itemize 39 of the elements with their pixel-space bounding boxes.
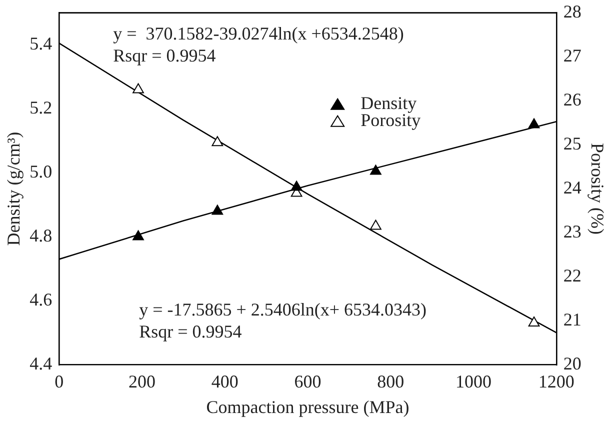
- x-tick-label: 1200: [538, 371, 574, 392]
- y2-tick-label: 28: [563, 2, 582, 22]
- point: [132, 83, 144, 94]
- point: [370, 164, 382, 175]
- annotation: y = 370.1582-39.0274ln(x +6534.2548): [113, 24, 404, 44]
- y-tick-label: 5.4: [30, 34, 52, 54]
- y-tick-label: 4.8: [30, 226, 52, 246]
- point: [528, 316, 540, 326]
- point: [212, 204, 224, 215]
- y2-tick-label: 20: [563, 354, 582, 374]
- y2-tick-label: 24: [563, 178, 582, 198]
- point: [212, 136, 224, 146]
- y-tick-label: 5.0: [30, 162, 52, 182]
- annotation: Rsqr = 0.9954: [139, 322, 242, 342]
- annotation: y = -17.5865 + 2.5406ln(x+ 6534.0343): [139, 300, 427, 320]
- legend-label: Density: [360, 93, 417, 114]
- y2-tick-label: 27: [563, 46, 582, 66]
- y-tick-label: 5.2: [30, 98, 52, 118]
- x-tick-label: 200: [128, 371, 156, 392]
- x-tick-label: 1000: [456, 371, 492, 392]
- y2-axis-title: Porosity (%): [587, 143, 608, 235]
- x-tick-label: 400: [211, 371, 238, 392]
- x-tick-label: 600: [294, 371, 322, 392]
- y2-tick-label: 21: [563, 310, 582, 330]
- y2-tick-label: 26: [563, 90, 582, 110]
- y-tick-label: 4.6: [30, 290, 52, 310]
- point: [290, 180, 302, 191]
- y-tick-label: 4.4: [30, 354, 52, 374]
- x-axis-title: Compaction pressure (MPa): [206, 396, 410, 417]
- point: [370, 220, 382, 230]
- y2-tick-label: 25: [563, 134, 582, 154]
- point: [528, 118, 540, 128]
- x-tick-label: 0: [54, 371, 64, 392]
- annotation: Rsqr = 0.9954: [113, 46, 216, 66]
- x-tick-label: 800: [377, 371, 404, 392]
- y-axis-title: Density (g/cm³): [4, 132, 24, 246]
- y2-tick-label: 22: [563, 266, 582, 286]
- y2-tick-label: 23: [563, 222, 582, 242]
- point: [132, 230, 144, 240]
